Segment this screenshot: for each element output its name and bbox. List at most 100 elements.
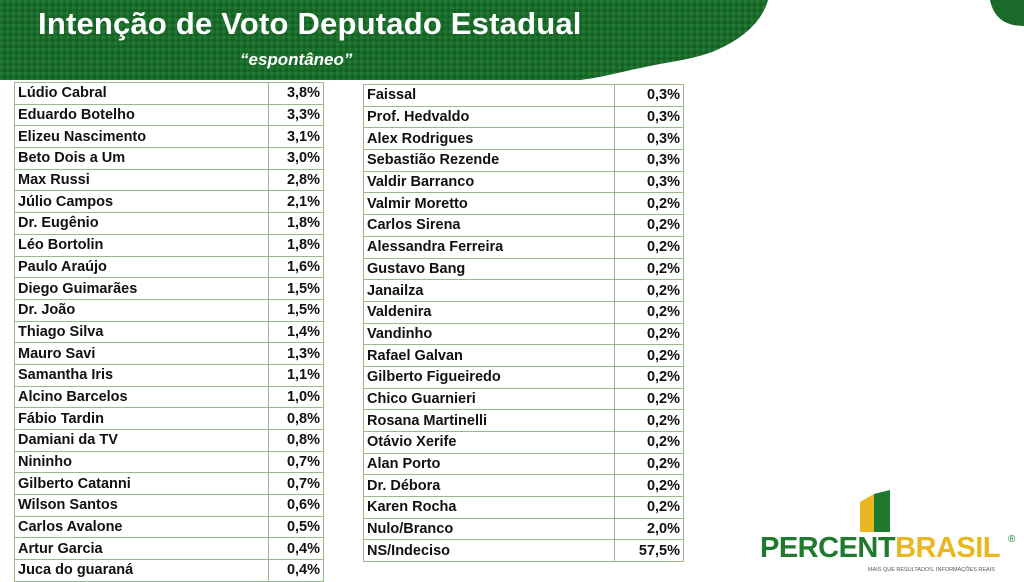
table-row: Valdir Barranco 0,3% [363, 170, 684, 194]
vote-percentage: 1,4% [268, 320, 324, 344]
table-row: Nulo/Branco 2,0% [363, 517, 684, 541]
candidate-name: Elizeu Nascimento [14, 125, 269, 149]
vote-percentage: 0,2% [614, 235, 684, 259]
table-row: Fábio Tardin 0,8% [14, 407, 324, 430]
vote-percentage: 0,2% [614, 496, 684, 519]
candidate-name: Júlio Campos [14, 190, 269, 214]
logo-brasil-text: BRASIL [895, 532, 1001, 564]
vote-percentage: 0,8% [268, 429, 324, 452]
table-row: Alan Porto 0,2% [363, 452, 684, 476]
vote-percentage: 0,2% [614, 431, 684, 454]
vote-percentage: 1,8% [268, 233, 324, 257]
vote-percentage: 0,2% [614, 192, 684, 216]
candidate-name: Nulo/Branco [363, 517, 615, 541]
vote-percentage: 3,3% [268, 103, 324, 127]
vote-percentage: 1,8% [268, 212, 324, 235]
vote-percentage: 0,2% [614, 344, 684, 367]
candidate-name: Valmir Moretto [363, 192, 615, 216]
candidate-name: Faissal [363, 84, 615, 107]
vote-percentage: 0,8% [268, 407, 324, 430]
vote-percentage: 0,3% [614, 105, 684, 129]
candidate-name: Alan Porto [363, 452, 615, 476]
table-row: Carlos Avalone 0,5% [14, 515, 324, 539]
logo-tagline: MAIS QUE RESULTADOS, INFORMAÇÕES REAIS [868, 567, 995, 573]
candidate-name: Alessandra Ferreira [363, 235, 615, 259]
candidate-name: Léo Bortolin [14, 233, 269, 257]
table-row: Dr. João 1,5% [14, 298, 324, 322]
table-row: Thiago Silva 1,4% [14, 320, 324, 344]
candidate-name: Juca do guaraná [14, 559, 269, 582]
candidate-name: Dr. Débora [363, 474, 615, 498]
candidate-name: Lúdio Cabral [14, 82, 269, 105]
candidate-name: NS/Indeciso [363, 539, 615, 563]
vote-percentage: 57,5% [614, 539, 684, 563]
table-row: Vandinho 0,2% [363, 322, 684, 346]
candidate-name: Janailza [363, 279, 615, 302]
vote-percentage: 1,1% [268, 363, 324, 387]
registered-mark: ® [1008, 534, 1016, 545]
candidate-name: Gilberto Figueiredo [363, 365, 615, 389]
table-row: Karen Rocha 0,2% [363, 496, 684, 519]
candidate-name: Rafael Galvan [363, 344, 615, 367]
vote-percentage: 1,0% [268, 385, 324, 409]
logo-mark-icon [860, 490, 890, 532]
table-row: Léo Bortolin 1,8% [14, 233, 324, 257]
table-row: Sebastião Rezende 0,3% [363, 149, 684, 172]
vote-percentage: 0,3% [614, 84, 684, 107]
table-row: Beto Dois a Um 3,0% [14, 147, 324, 170]
table-row: Valmir Moretto 0,2% [363, 192, 684, 216]
table-row: Gilberto Catanni 0,7% [14, 472, 324, 496]
table-row: Damiani da TV 0,8% [14, 429, 324, 452]
candidate-name: Valdenira [363, 300, 615, 324]
candidate-name: Eduardo Botelho [14, 103, 269, 127]
vote-percentage: 0,2% [614, 452, 684, 476]
table-row: Rosana Martinelli 0,2% [363, 409, 684, 432]
table-row: Otávio Xerife 0,2% [363, 431, 684, 454]
candidate-name: Mauro Savi [14, 342, 269, 365]
candidate-name: Paulo Araújo [14, 255, 269, 279]
candidate-name: Carlos Sirena [363, 214, 615, 237]
vote-percentage: 0,3% [614, 127, 684, 151]
vote-percentage: 0,2% [614, 409, 684, 432]
table-row: NS/Indeciso 57,5% [363, 539, 684, 563]
vote-percentage: 0,2% [614, 279, 684, 302]
table-row: Diego Guimarães 1,5% [14, 277, 324, 300]
table-row: Gilberto Figueiredo 0,2% [363, 365, 684, 389]
candidate-name: Samantha Iris [14, 363, 269, 387]
table-row: Carlos Sirena 0,2% [363, 214, 684, 237]
table-row: Valdenira 0,2% [363, 300, 684, 324]
candidate-name: Nininho [14, 450, 269, 474]
candidate-name: Dr. João [14, 298, 269, 322]
candidate-name: Alcino Barcelos [14, 385, 269, 409]
vote-percentage: 0,2% [614, 387, 684, 411]
banner-shape [0, 0, 1024, 80]
table-row: Elizeu Nascimento 3,1% [14, 125, 324, 149]
vote-percentage: 0,2% [614, 474, 684, 498]
candidate-name: Prof. Hedvaldo [363, 105, 615, 129]
vote-percentage: 3,0% [268, 147, 324, 170]
table-row: Alessandra Ferreira 0,2% [363, 235, 684, 259]
candidate-name: Carlos Avalone [14, 515, 269, 539]
table-row: Eduardo Botelho 3,3% [14, 103, 324, 127]
page-title: Intenção de Voto Deputado Estadual [38, 6, 582, 41]
table-row: Chico Guarnieri 0,2% [363, 387, 684, 411]
candidate-name: Karen Rocha [363, 496, 615, 519]
vote-percentage: 1,3% [268, 342, 324, 365]
candidate-name: Damiani da TV [14, 429, 269, 452]
table-row: Samantha Iris 1,1% [14, 363, 324, 387]
vote-percentage: 1,5% [268, 277, 324, 300]
vote-percentage: 1,5% [268, 298, 324, 322]
candidate-name: Diego Guimarães [14, 277, 269, 300]
table-row: Paulo Araújo 1,6% [14, 255, 324, 279]
table-row: Lúdio Cabral 3,8% [14, 82, 324, 105]
table-row: Dr. Eugênio 1,8% [14, 212, 324, 235]
candidate-name: Fábio Tardin [14, 407, 269, 430]
vote-percentage: 0,2% [614, 322, 684, 346]
candidate-name: Chico Guarnieri [363, 387, 615, 411]
vote-percentage: 2,1% [268, 190, 324, 214]
table-row: Faissal 0,3% [363, 84, 684, 107]
table-row: Júlio Campos 2,1% [14, 190, 324, 214]
vote-percentage: 1,6% [268, 255, 324, 279]
vote-percentage: 0,7% [268, 450, 324, 474]
vote-percentage: 0,4% [268, 537, 324, 561]
